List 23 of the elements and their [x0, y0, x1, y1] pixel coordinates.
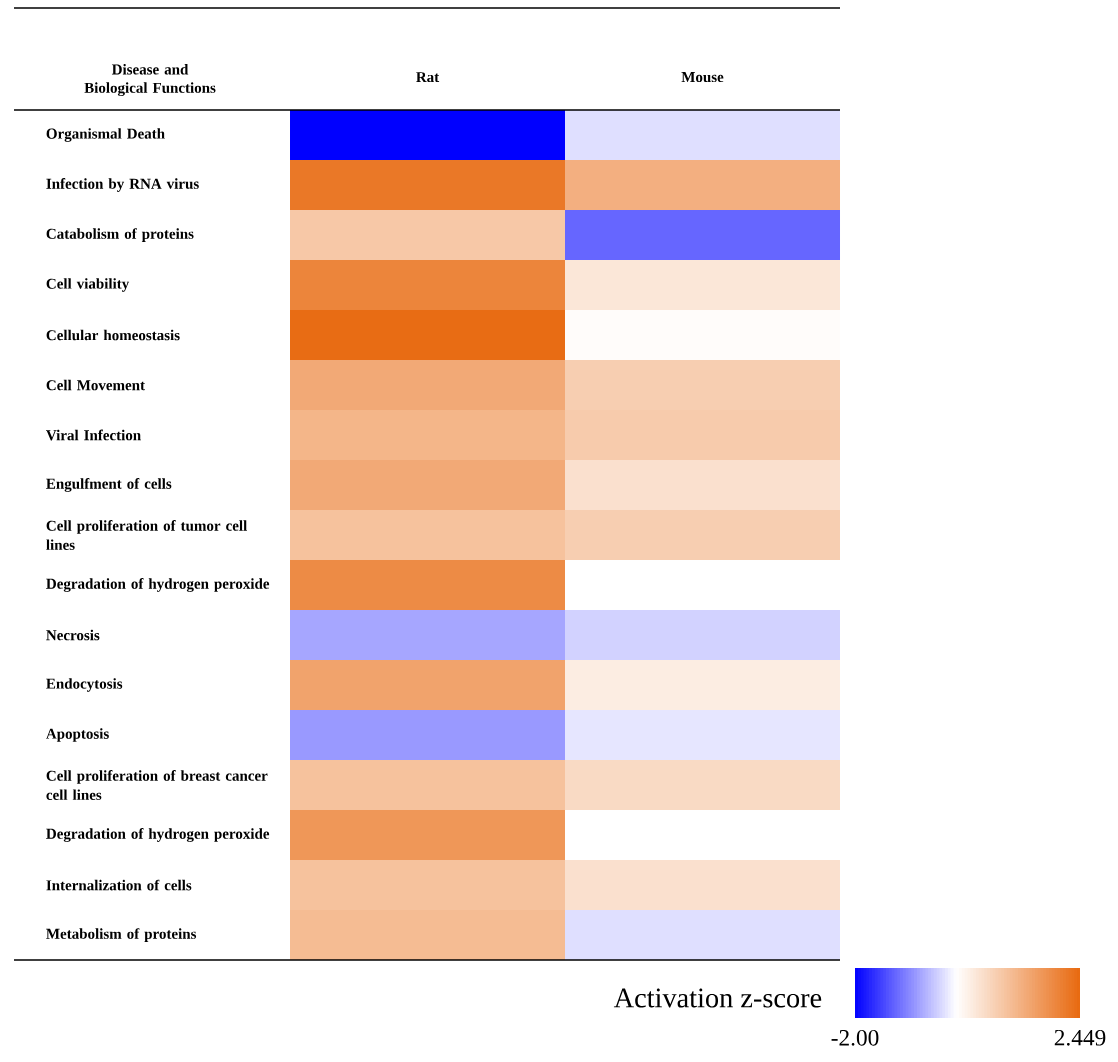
y-tick-label: Metabolism of proteins [46, 928, 197, 942]
y-tick-label: Infection by RNA virus [46, 178, 199, 192]
x-tick-label: Rat [416, 72, 440, 83]
y-tick-label: Degradation of hydrogen peroxide [46, 578, 270, 592]
y-tick-label: Internalization of cells [46, 879, 192, 891]
y-tick-label: Endocytosis [46, 678, 123, 692]
y-tick-label: Apoptosis [46, 728, 109, 742]
y-tick-label: Viral Infection [46, 429, 141, 441]
y-tick-label: Cell proliferation of tumor cell lines [46, 520, 247, 550]
y-tick-label: Catabolism of proteins [46, 228, 194, 242]
y-tick-label: Organismal Death [46, 128, 165, 142]
y-tick-label: Degradation of hydrogen peroxide [46, 828, 270, 842]
y-tick-label: Cell Movement [46, 379, 145, 391]
y-tick-label: Cell viability [46, 278, 130, 292]
color-bar-label: -2.00 [831, 1029, 879, 1046]
color-bar-label: 2.449 [1054, 1029, 1106, 1046]
color-bar-title: Activation z-score [613, 988, 822, 1008]
y-axis-title: Disease and Biological Functions [84, 63, 216, 97]
y-tick-label: Cellular homeostasis [46, 329, 180, 341]
y-tick-label: Cell proliferation of breast cancer cell lines [46, 770, 268, 800]
x-tick-label: Mouse [681, 72, 724, 83]
y-tick-label: Engulfment of cells [46, 478, 172, 492]
y-tick-label: Necrosis [46, 629, 100, 641]
